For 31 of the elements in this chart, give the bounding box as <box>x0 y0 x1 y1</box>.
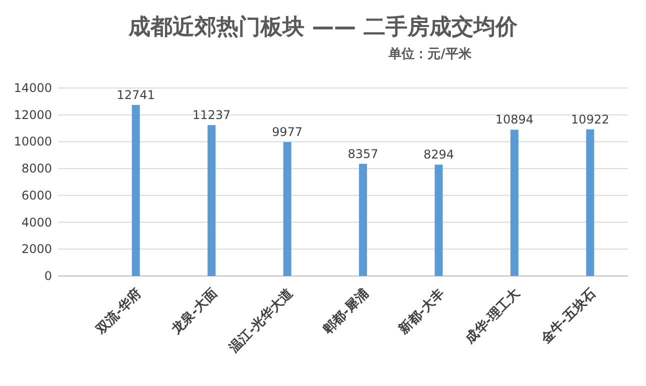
y-tick-label: 8000 <box>21 162 52 176</box>
x-tick-label: 双流-华府 <box>92 286 145 338</box>
data-label: 10922 <box>571 112 610 126</box>
y-tick-label: 2000 <box>21 242 52 256</box>
x-tick-label: 新都-大丰 <box>394 286 448 338</box>
chart-title: 成都近郊热门板块 —— 二手房成交均价 <box>127 14 519 40</box>
y-tick-label: 14000 <box>14 81 52 95</box>
y-tick-label: 10000 <box>14 134 52 149</box>
bar <box>359 164 367 276</box>
data-label: 12741 <box>116 88 155 102</box>
bar <box>283 142 292 276</box>
data-label: 8294 <box>423 148 454 162</box>
data-label: 9977 <box>272 125 303 140</box>
x-tick-label: 郫都-犀浦 <box>320 286 372 338</box>
chart-subtitle: 单位：元/平米 <box>388 46 472 62</box>
bar <box>132 104 140 276</box>
bar <box>586 129 594 276</box>
data-label: 8357 <box>348 146 378 161</box>
y-tick-label: 0 <box>44 269 52 283</box>
y-tick-label: 6000 <box>21 188 52 202</box>
data-label: 10894 <box>495 112 534 127</box>
x-tick-label: 温江-光华大道 <box>226 286 297 357</box>
bar <box>208 125 216 276</box>
bar <box>510 130 518 276</box>
bar <box>434 164 443 276</box>
data-label: 11237 <box>192 108 231 122</box>
x-tick-label: 金牛-五块石 <box>538 286 599 348</box>
y-tick-label: 12000 <box>14 108 52 122</box>
x-tick-label: 成华-理工大 <box>462 286 524 348</box>
x-tick-label: 龙泉-大面 <box>168 286 220 338</box>
y-tick-label: 4000 <box>21 215 52 230</box>
